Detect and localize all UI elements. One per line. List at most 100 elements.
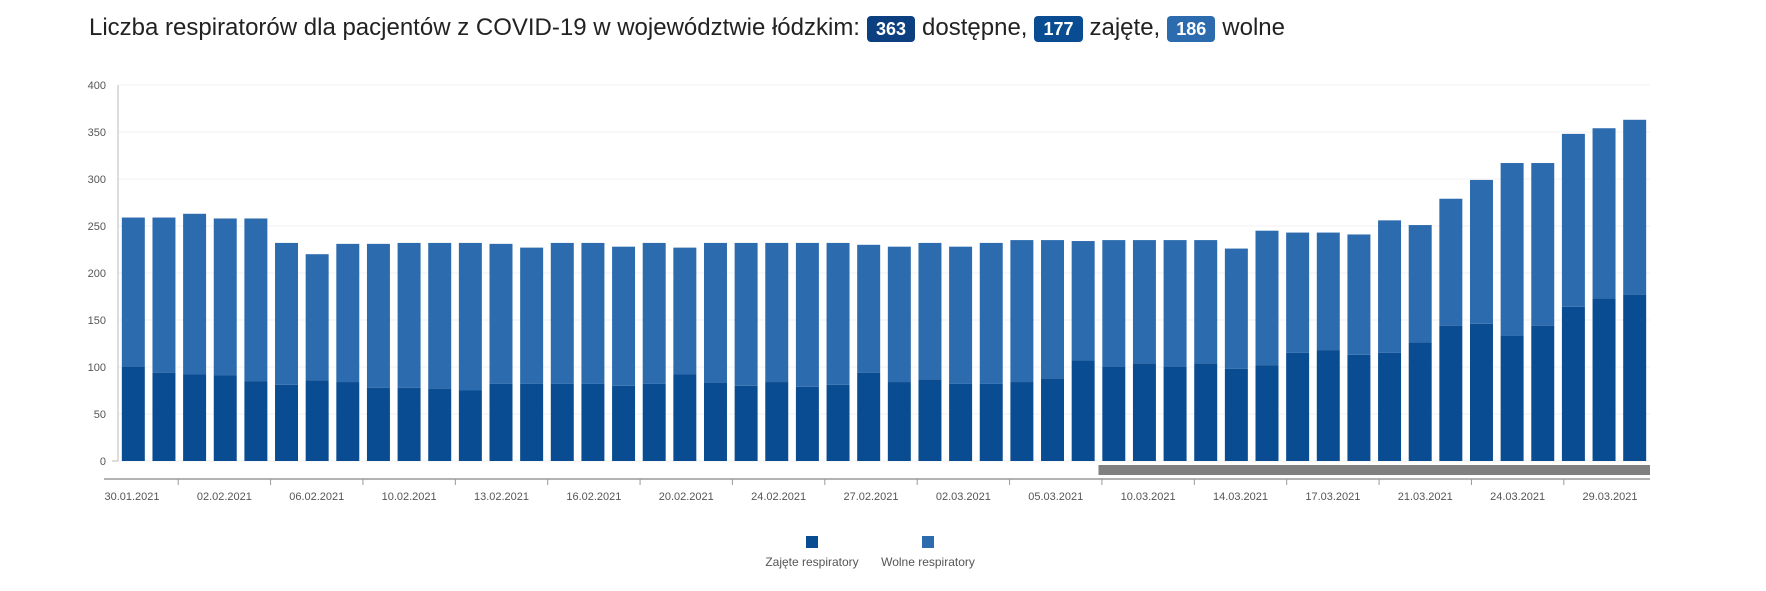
bar-zajete[interactable] [1102,367,1126,461]
bar-zajete[interactable] [550,383,574,461]
bar-wolne[interactable] [336,243,360,383]
bar-wolne[interactable] [1255,230,1279,366]
bar-zajete[interactable] [1561,306,1585,461]
bar-zajete[interactable] [918,379,942,461]
bar-wolne[interactable] [428,242,452,389]
bar-zajete[interactable] [826,384,850,461]
bar-zajete[interactable] [979,383,1003,461]
bar-zajete[interactable] [213,375,237,461]
bar-wolne[interactable] [366,243,390,388]
bar-zajete[interactable] [489,383,513,461]
bar-wolne[interactable] [121,217,145,367]
bar-wolne[interactable] [1378,220,1402,353]
bar-wolne[interactable] [1071,241,1095,361]
bar-wolne[interactable] [458,242,482,391]
bar-zajete[interactable] [121,367,145,461]
bar-zajete[interactable] [336,382,360,461]
legend-label-1[interactable]: Wolne respiratory [881,555,975,569]
bar-wolne[interactable] [949,246,973,384]
bar-wolne[interactable] [887,246,911,383]
bar-wolne[interactable] [1010,240,1034,383]
legend-swatch-0[interactable] [806,536,818,548]
bar-zajete[interactable] [642,383,666,461]
bar-wolne[interactable] [1224,248,1248,369]
bar-zajete[interactable] [275,384,299,461]
bar-wolne[interactable] [918,242,942,380]
bar-wolne[interactable] [550,242,574,384]
bar-wolne[interactable] [213,218,237,376]
bar-wolne[interactable] [1531,163,1555,326]
bar-zajete[interactable] [673,374,697,461]
bar-zajete[interactable] [734,385,758,461]
bar-zajete[interactable] [1224,368,1248,461]
bar-wolne[interactable] [244,218,268,382]
bar-wolne[interactable] [612,246,636,386]
bar-zajete[interactable] [581,383,605,461]
bar-zajete[interactable] [1500,335,1524,461]
bar-zajete[interactable] [1010,382,1034,461]
bar-zajete[interactable] [1592,298,1616,461]
bar-wolne[interactable] [1408,225,1432,343]
legend-label-0[interactable]: Zajęte respiratory [765,555,858,569]
bar-wolne[interactable] [1561,133,1585,307]
bar-wolne[interactable] [642,242,666,384]
bar-wolne[interactable] [734,242,758,386]
scrollbar-thumb[interactable] [1098,465,1650,475]
bar-zajete[interactable] [183,374,207,461]
bar-zajete[interactable] [703,382,727,461]
bar-wolne[interactable] [795,242,819,387]
bar-wolne[interactable] [1500,163,1524,336]
bar-wolne[interactable] [1163,240,1187,367]
bar-wolne[interactable] [1286,232,1310,353]
bar-zajete[interactable] [397,387,421,461]
bar-wolne[interactable] [1592,128,1616,299]
bar-wolne[interactable] [826,242,850,385]
bar-zajete[interactable] [887,382,911,461]
bar-wolne[interactable] [673,247,697,375]
bar-wolne[interactable] [1102,240,1126,367]
bar-zajete[interactable] [1623,294,1647,461]
bar-wolne[interactable] [857,244,881,373]
bar-zajete[interactable] [857,372,881,461]
bar-wolne[interactable] [1194,240,1218,364]
bar-zajete[interactable] [1194,363,1218,461]
bar-wolne[interactable] [1623,119,1647,295]
bar-zajete[interactable] [305,380,329,461]
bar-zajete[interactable] [949,383,973,461]
bar-zajete[interactable] [1316,350,1340,461]
bar-zajete[interactable] [612,385,636,461]
bar-zajete[interactable] [1408,342,1432,461]
bar-wolne[interactable] [152,217,176,373]
bar-zajete[interactable] [1286,352,1310,461]
bar-zajete[interactable] [1132,363,1156,461]
bar-zajete[interactable] [1347,354,1371,461]
bar-zajete[interactable] [520,383,544,461]
bar-wolne[interactable] [1132,240,1156,364]
bar-zajete[interactable] [152,372,176,461]
bar-zajete[interactable] [1378,352,1402,461]
bar-wolne[interactable] [581,242,605,384]
bar-zajete[interactable] [765,382,789,461]
bar-zajete[interactable] [1439,325,1463,461]
bar-wolne[interactable] [397,242,421,388]
legend-swatch-1[interactable] [922,536,934,548]
bar-zajete[interactable] [1071,360,1095,461]
bar-wolne[interactable] [703,242,727,383]
bar-wolne[interactable] [489,243,513,384]
bar-wolne[interactable] [1316,232,1340,351]
bar-zajete[interactable] [244,381,268,461]
bar-zajete[interactable] [458,390,482,462]
bar-wolne[interactable] [1469,179,1493,324]
bar-wolne[interactable] [520,247,544,384]
bar-wolne[interactable] [1041,240,1065,379]
bar-wolne[interactable] [1347,234,1371,355]
bar-wolne[interactable] [305,254,329,381]
bar-zajete[interactable] [1041,378,1065,461]
bar-zajete[interactable] [366,387,390,461]
bar-zajete[interactable] [1255,365,1279,461]
bar-wolne[interactable] [765,242,789,383]
bar-wolne[interactable] [1439,198,1463,326]
bar-zajete[interactable] [795,386,819,461]
bar-wolne[interactable] [183,213,207,375]
bar-zajete[interactable] [1469,323,1493,461]
